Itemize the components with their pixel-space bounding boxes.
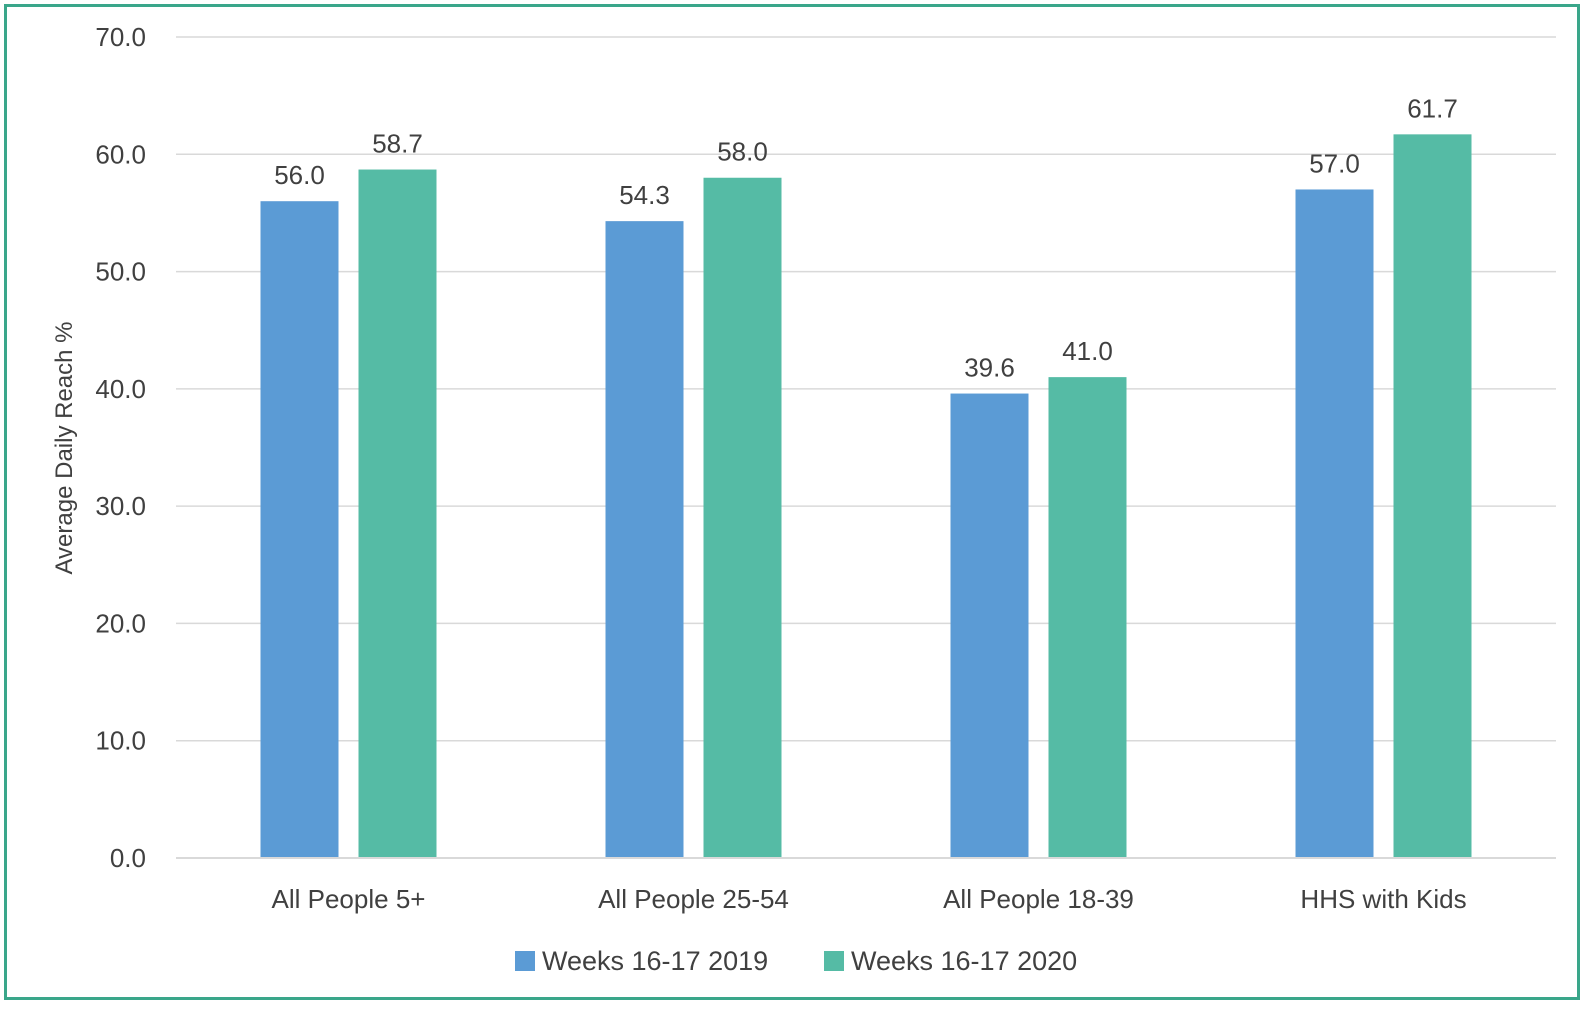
y-tick-label: 50.0 [95,257,146,287]
bar-data-labels: 56.0 58.7 54.3 58.0 39.6 41.0 57.0 61.7 [274,93,1458,382]
y-axis-ticks: 0.0 10.0 20.0 30.0 40.0 50.0 60.0 70.0 [95,22,146,873]
category-label: All People 18-39 [943,884,1134,914]
bar-data-label: 39.6 [964,353,1015,383]
y-axis-title: Average Daily Reach % [51,321,78,574]
bar-data-label: 58.0 [717,137,768,167]
legend-label: Weeks 16-17 2020 [851,946,1077,976]
bar [703,177,782,858]
y-tick-label: 70.0 [95,22,146,52]
category-labels: All People 5+ All People 25-54 All People … [272,884,1467,914]
bar-data-label: 58.7 [372,129,423,159]
bar-data-label: 61.7 [1407,93,1458,123]
bar-data-label: 54.3 [619,180,670,210]
category-label: HHS with Kids [1300,884,1466,914]
legend-swatch [824,951,844,971]
y-tick-label: 20.0 [95,608,146,638]
bar [1393,134,1472,858]
bar-data-label: 56.0 [274,160,325,190]
legend: Weeks 16-17 2019 Weeks 16-17 2020 [515,946,1077,976]
y-tick-label: 60.0 [95,139,146,169]
bar [1048,377,1127,858]
bar [358,169,437,859]
category-label: All People 5+ [272,884,426,914]
category-label: All People 25-54 [598,884,789,914]
bar-data-label: 41.0 [1062,336,1113,366]
bar-data-label: 57.0 [1309,148,1360,178]
y-tick-label: 0.0 [110,843,146,873]
y-tick-label: 10.0 [95,726,146,756]
bars [260,134,1472,859]
legend-label: Weeks 16-17 2019 [542,946,768,976]
bar [260,201,339,858]
y-tick-label: 40.0 [95,374,146,404]
y-tick-label: 30.0 [95,491,146,521]
legend-swatch [515,951,535,971]
bar [605,221,684,859]
bar [1295,189,1374,858]
bar [950,393,1029,858]
